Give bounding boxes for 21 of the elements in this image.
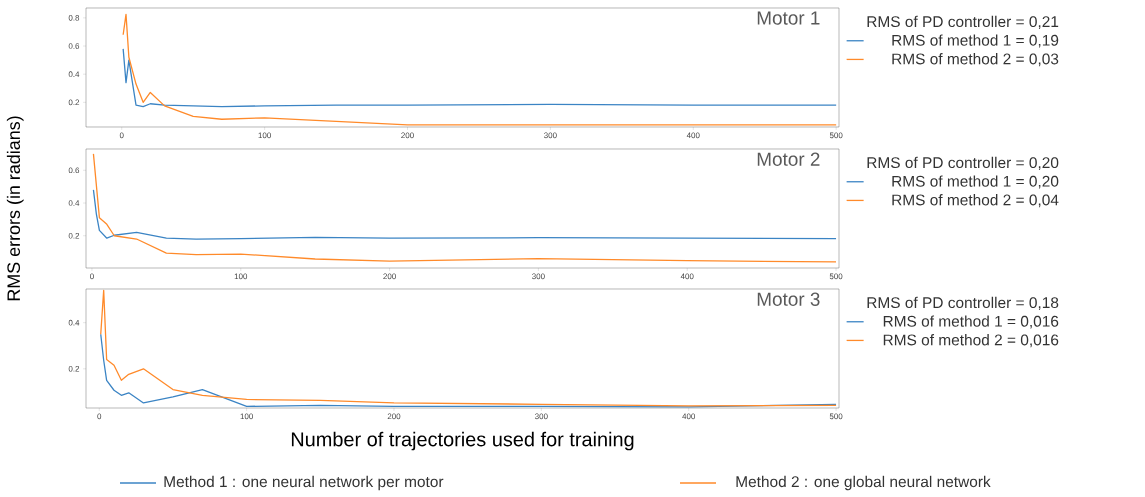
- text: Method 1 : one neural network per motor: [164, 475, 444, 491]
- legend-label: RMS of method 1 = 0,016: [883, 315, 1059, 329]
- chart-title: Motor 3: [757, 292, 820, 306]
- legend-label: RMS of method 2 = 0,016: [883, 334, 1059, 348]
- chart-title: Motor 2: [757, 152, 820, 166]
- legend-title: RMS of PD controller = 0,20: [867, 156, 1059, 170]
- line-series: [92, 189, 837, 240]
- line-series: [100, 289, 837, 407]
- line-series: [100, 333, 837, 408]
- y-axis-title: RMS errors (in radians): [6, 116, 24, 301]
- legend-label: RMS of method 1 = 0,19: [892, 34, 1059, 48]
- chart-title: Motor 1: [757, 11, 820, 25]
- legend-label: RMS of method 2 = 0,03: [892, 53, 1059, 67]
- legend-label: RMS of method 2 = 0,04: [892, 194, 1059, 208]
- line-series: [122, 48, 837, 108]
- legend-label: RMS of method 1 = 0,20: [892, 175, 1059, 189]
- legend-title: RMS of PD controller = 0,18: [867, 296, 1059, 310]
- legend-title: RMS of PD controller = 0,21: [867, 15, 1059, 29]
- line-series: [92, 153, 837, 263]
- text: Method 2 : one global neural network: [736, 475, 991, 491]
- x-axis-title: Number of trajectories used for training: [291, 431, 634, 451]
